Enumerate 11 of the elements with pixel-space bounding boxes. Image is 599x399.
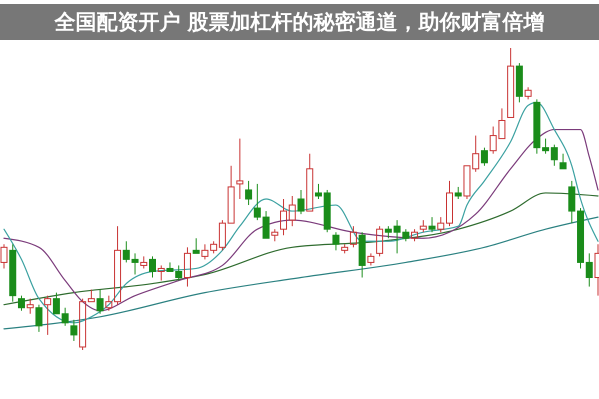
candlestick (26, 298, 34, 314)
candlestick (586, 252, 593, 288)
candlestick (96, 289, 104, 314)
candlestick (184, 246, 191, 288)
chart-title: 全国配资开户 股票加杠杆的秘密通道，助你财富倍增 (53, 9, 546, 36)
candlestick (9, 244, 16, 302)
candlestick (288, 195, 296, 227)
candlestick (70, 319, 78, 342)
candlestick (245, 180, 252, 206)
candlestick (280, 198, 288, 236)
candlestick (236, 138, 244, 200)
